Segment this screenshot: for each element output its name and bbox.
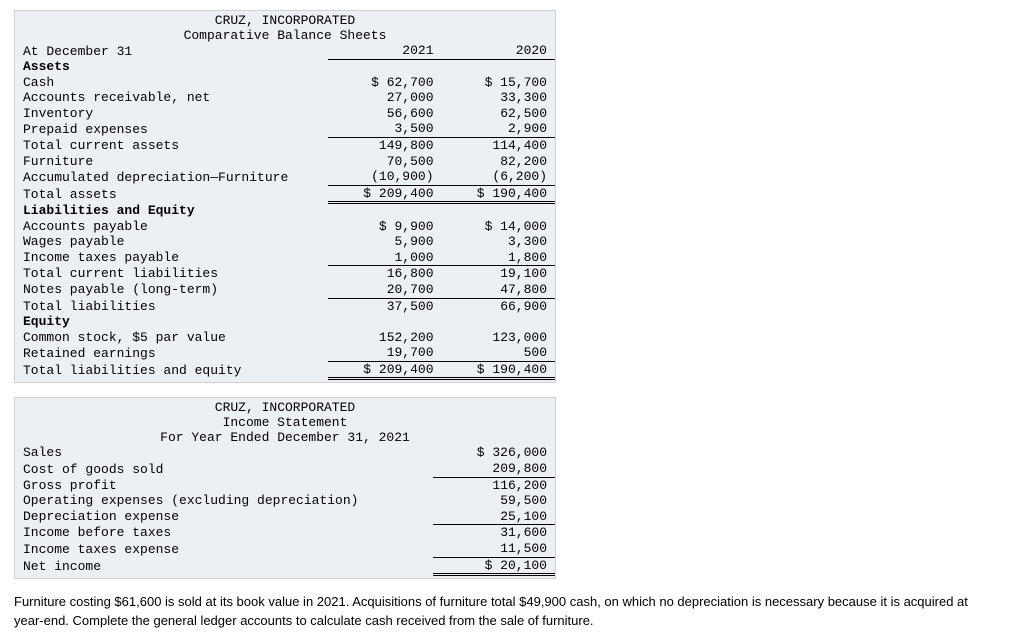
row-ar: Accounts receivable, net — [15, 90, 328, 106]
row-dep: Depreciation expense — [15, 509, 433, 525]
row-ibt: Income before taxes — [15, 525, 433, 541]
bs-col-2021: 2021 — [328, 43, 441, 59]
row-np: Notes payable (long-term) — [15, 282, 328, 298]
liab-header: Liabilities and Equity — [15, 203, 328, 219]
balance-sheet-table: At December 31 2021 2020 Assets Cash$ 62… — [15, 43, 555, 380]
row-tle: Total liabilities and equity — [15, 361, 328, 379]
bs-date-label: At December 31 — [15, 43, 328, 59]
bs-col-2020: 2020 — [442, 43, 555, 59]
row-cogs: Cost of goods sold — [15, 461, 433, 477]
row-itp: Income taxes payable — [15, 250, 328, 266]
question-note: Furniture costing $61,600 is sold at its… — [14, 593, 994, 631]
row-prepaid: Prepaid expenses — [15, 121, 328, 137]
row-cs: Common stock, $5 par value — [15, 330, 328, 346]
row-ni: Net income — [15, 557, 433, 575]
row-ite: Income taxes expense — [15, 541, 433, 557]
row-gp: Gross profit — [15, 477, 433, 493]
row-ap: Accounts payable — [15, 219, 328, 235]
income-statement-block: CRUZ, INCORPORATED Income Statement For … — [14, 397, 556, 579]
row-re: Retained earnings — [15, 345, 328, 361]
row-cash: Cash — [15, 75, 328, 91]
row-inv: Inventory — [15, 106, 328, 122]
row-tca: Total current assets — [15, 138, 328, 154]
row-accdep: Accumulated depreciation—Furniture — [15, 169, 328, 185]
row-tl: Total liabilities — [15, 298, 328, 314]
is-period: For Year Ended December 31, 2021 — [15, 430, 555, 445]
bs-title: Comparative Balance Sheets — [15, 28, 555, 43]
row-opex: Operating expenses (excluding depreciati… — [15, 493, 433, 509]
row-ta: Total assets — [15, 185, 328, 203]
row-sales: Sales — [15, 445, 433, 461]
is-title: Income Statement — [15, 415, 555, 430]
assets-header: Assets — [15, 59, 328, 75]
is-company: CRUZ, INCORPORATED — [15, 400, 555, 415]
equity-header: Equity — [15, 314, 328, 330]
row-furn: Furniture — [15, 154, 328, 170]
row-tcl: Total current liabilities — [15, 266, 328, 282]
income-statement-table: Sales$ 326,000 Cost of goods sold209,800… — [15, 445, 555, 576]
balance-sheet-block: CRUZ, INCORPORATED Comparative Balance S… — [14, 10, 556, 383]
bs-company: CRUZ, INCORPORATED — [15, 13, 555, 28]
row-wp: Wages payable — [15, 234, 328, 250]
